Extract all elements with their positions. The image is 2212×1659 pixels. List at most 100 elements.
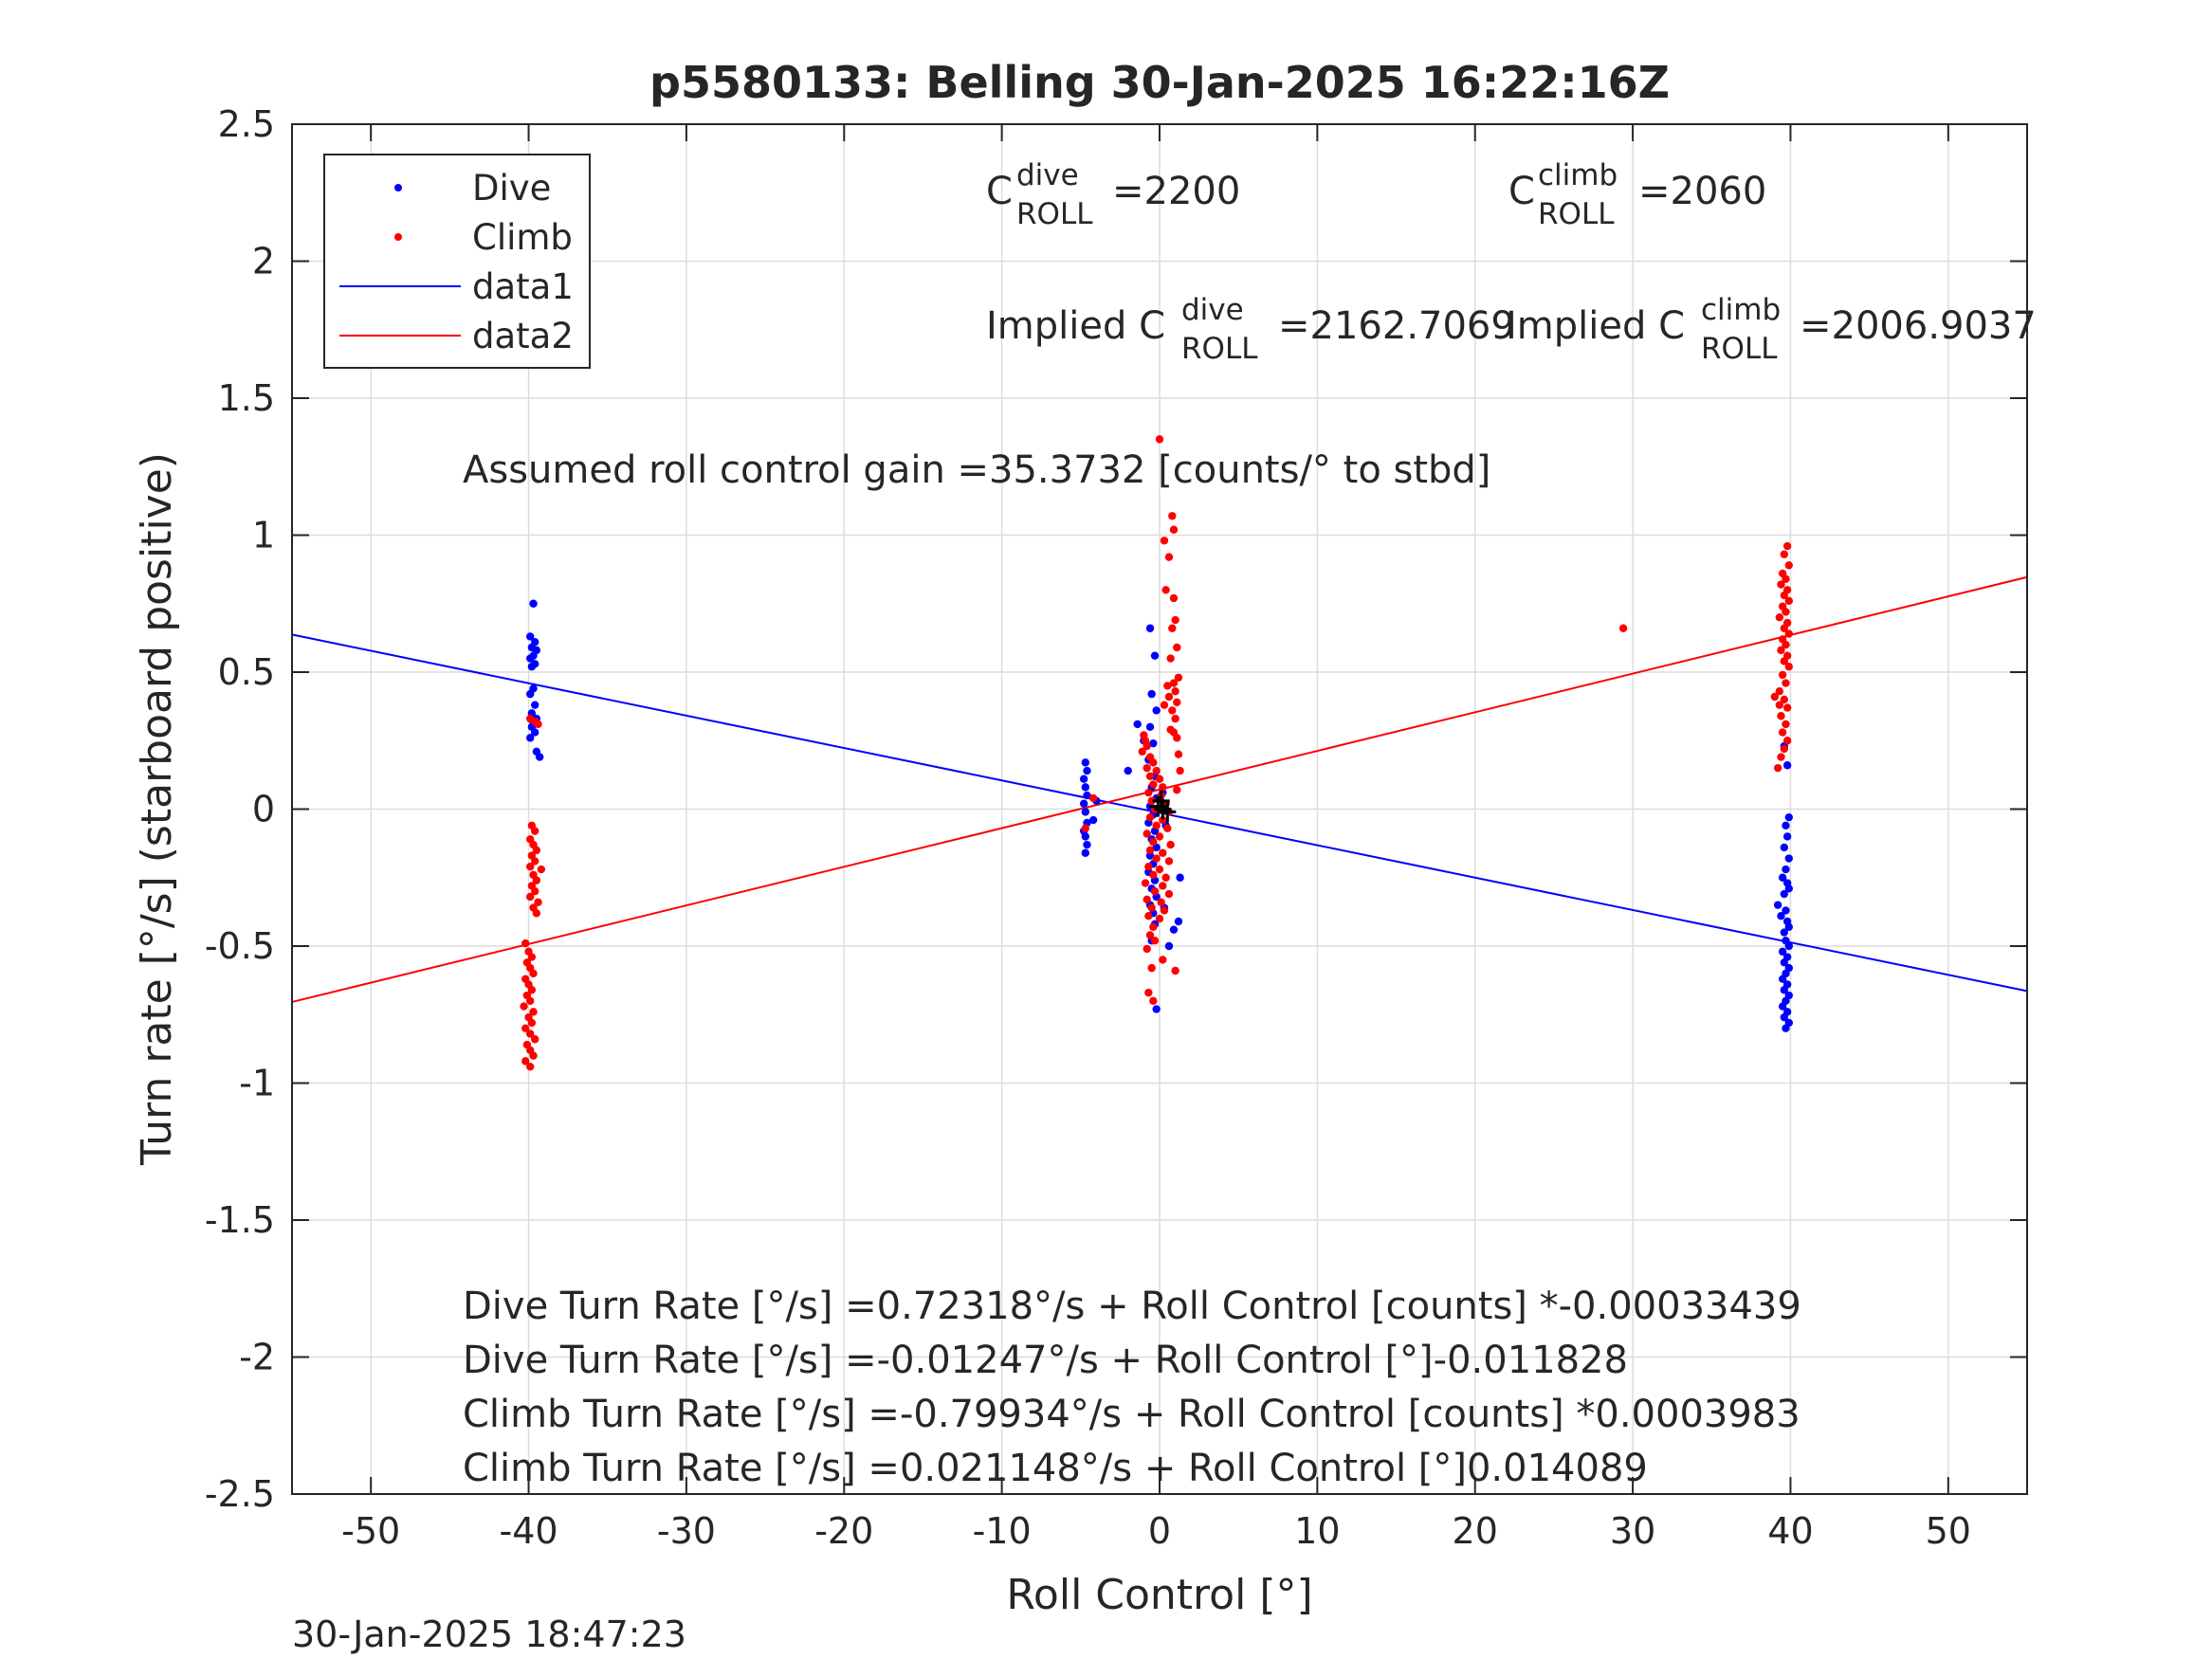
climb-point [1143, 763, 1151, 773]
fit-line-climb-counts: Climb Turn Rate [°/s] =-0.79934°/s + Rol… [463, 1393, 1801, 1436]
climb-point [526, 1062, 535, 1071]
dive-point [526, 632, 535, 641]
dive-point [1083, 791, 1091, 800]
implied-dive-prefix: Implied C [986, 304, 1165, 348]
dive-point [1782, 865, 1790, 874]
dive-point [1145, 722, 1155, 731]
fit-line-climb-degrees: Climb Turn Rate [°/s] =0.021148°/s + Rol… [463, 1447, 1648, 1490]
c-roll-dive-sup: dive [1016, 158, 1079, 192]
dive-point [1081, 832, 1090, 841]
x-tick-label: 30 [1610, 1510, 1655, 1552]
x-tick-labels: -50 -40 -30 -20 -10 0 10 20 30 40 50 [341, 1510, 1971, 1552]
dive-point [1778, 975, 1787, 983]
x-tick-label: 40 [1767, 1510, 1813, 1552]
climb-point [1782, 703, 1792, 712]
climb-point [1173, 698, 1181, 706]
dive-point [1145, 624, 1155, 632]
dive-point [1081, 848, 1090, 857]
climb-point [1775, 701, 1784, 709]
climb-point [1780, 695, 1789, 704]
climb-point [531, 887, 539, 896]
dive-point [1124, 766, 1132, 775]
dive-point [1176, 873, 1184, 882]
climb-point [1780, 591, 1789, 600]
x-tick-label: -50 [341, 1510, 400, 1552]
climb-point [1169, 728, 1179, 737]
climb-point [532, 846, 541, 855]
climb-point [1171, 714, 1179, 723]
climb-point [1169, 679, 1179, 687]
climb-point [1782, 640, 1790, 649]
dive-point [526, 689, 535, 699]
climb-point [1150, 937, 1160, 945]
dive-point [1784, 812, 1793, 822]
climb-point [521, 939, 530, 948]
climb-point [1144, 788, 1153, 797]
climb-point [1159, 848, 1167, 857]
climb-point [1152, 854, 1161, 863]
legend-data2-label: data2 [472, 316, 574, 356]
climb-point [1782, 720, 1790, 729]
climb-point [1144, 988, 1153, 997]
dive-point [1149, 738, 1158, 748]
climb-point [1770, 692, 1780, 702]
climb-point [1145, 846, 1155, 855]
black-cross-marker [1149, 795, 1167, 817]
climb-point [1780, 744, 1789, 754]
climb-point [1618, 624, 1628, 632]
y-tick-label: 0 [252, 789, 275, 830]
implied-dive-sub: ROLL [1181, 332, 1258, 366]
legend-climb-label: Climb [472, 217, 573, 258]
dive-point [531, 701, 539, 709]
climb-point [526, 862, 535, 871]
y-tick-label: 1 [252, 515, 275, 556]
climb-point [527, 986, 537, 994]
y-tick-label: 0.5 [218, 651, 275, 693]
climb-point [1155, 775, 1164, 783]
y-tick-label: -1 [239, 1063, 275, 1104]
legend-climb-marker [394, 233, 402, 241]
climb-point [1145, 812, 1155, 822]
dive-point [1152, 706, 1161, 715]
climb-point [1168, 624, 1177, 632]
climb-point [1168, 512, 1177, 520]
dive-point [1782, 1024, 1790, 1032]
dive-point [1782, 761, 1792, 770]
x-tick-label: 10 [1294, 1510, 1340, 1552]
dive-point [1083, 840, 1091, 849]
climb-point [1780, 657, 1789, 665]
climb-point [1147, 796, 1156, 806]
c-roll-dive-sub: ROLL [1016, 197, 1093, 231]
climb-point [1782, 679, 1790, 687]
climb-point [1780, 624, 1789, 632]
c-roll-climb-sup: climb [1538, 158, 1618, 192]
c-roll-dive-value: =2200 [1112, 170, 1240, 213]
climb-point [1147, 963, 1156, 973]
climb-point [1777, 753, 1785, 761]
x-tick-label: -30 [657, 1510, 716, 1552]
climb-point [521, 1024, 530, 1032]
dive-point [1169, 925, 1179, 934]
climb-point [1152, 766, 1161, 775]
climb-point [1171, 615, 1179, 625]
dive-point [1780, 843, 1789, 852]
climb-point [1778, 670, 1787, 680]
climb-point [1164, 553, 1174, 561]
c-roll-climb-sub: ROLL [1538, 197, 1615, 231]
x-tick-label: 0 [1148, 1510, 1171, 1552]
climb-point [1143, 944, 1151, 954]
climb-point [1149, 837, 1158, 847]
x-axis-label: Roll Control [°] [1006, 1571, 1312, 1619]
climb-point [527, 953, 537, 961]
climb-point [1159, 882, 1167, 890]
y-tick-label: -2.5 [205, 1473, 275, 1515]
dive-point [527, 663, 537, 671]
dive-point [1784, 854, 1793, 863]
fit-line-dive-counts: Dive Turn Rate [°/s] =0.72318°/s + Roll … [463, 1285, 1801, 1328]
dive-point [1147, 689, 1156, 699]
dive-point [1081, 783, 1090, 792]
legend: Dive Climb data1 data2 [323, 154, 591, 369]
climb-point [1782, 541, 1792, 551]
dive-point [1782, 821, 1790, 830]
climb-point [1143, 830, 1151, 838]
